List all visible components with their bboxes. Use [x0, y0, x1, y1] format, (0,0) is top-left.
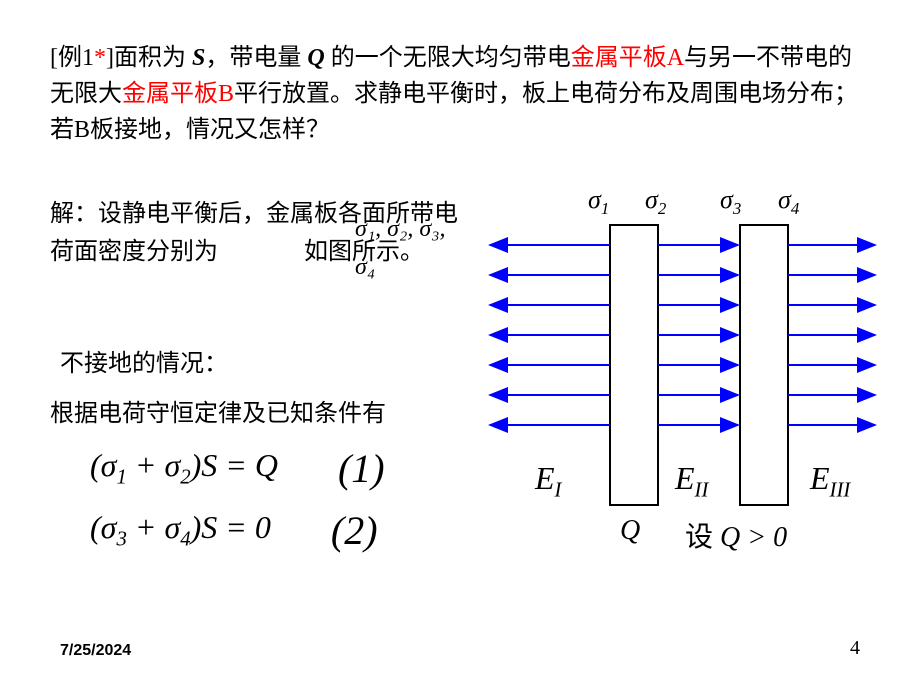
footer-date: 7/25/2024	[60, 642, 131, 660]
sigma-overlap: σ₁, σ₂, σ₃, σ₄	[355, 210, 470, 287]
problem-part1: ]面积为	[106, 45, 192, 71]
var-s: S	[192, 45, 205, 71]
plate-b	[740, 225, 788, 505]
eq1-number: (1)	[338, 445, 385, 492]
field-arrows	[490, 245, 875, 425]
e2-label: EII	[675, 460, 708, 502]
var-q: Q	[307, 45, 330, 71]
q-label: Q	[620, 515, 640, 547]
solution-intro: 解：设静电平衡后，金属板各面所带电荷面密度分别为 如图所示。 σ₁, σ₂, σ…	[50, 195, 470, 272]
law-label: 根据电荷守恒定律及已知条件有	[50, 395, 386, 433]
assume-label: 设 Q > 0	[685, 515, 787, 555]
equation-2: (σ3 + σ4)S = 0 (2)	[90, 507, 385, 554]
problem-part2: ，带电量	[205, 45, 307, 71]
footer-page: 4	[850, 637, 860, 660]
case-label: 不接地的情况：	[60, 345, 228, 383]
equations-block: (σ1 + σ2)S = Q (1) (σ3 + σ4)S = 0 (2)	[90, 445, 385, 569]
problem-prefix: [例1	[50, 45, 94, 71]
plate-a	[610, 225, 658, 505]
problem-statement: [例1*]面积为 S，带电量 Q 的一个无限大均匀带电金属平板A与另一不带电的无…	[50, 40, 870, 148]
red-plate-a: 金属平板A	[571, 45, 684, 71]
red-plate-b: 金属平板B	[122, 81, 234, 107]
plates-diagram: σ1 σ2 σ3 σ4 EI EII EIII Q 设 Q > 0	[480, 185, 880, 565]
e1-label: EI	[535, 460, 561, 502]
problem-star: *	[94, 45, 106, 71]
eq2-number: (2)	[331, 507, 378, 554]
problem-part3: 的一个无限大均匀带电	[331, 45, 571, 71]
equation-1: (σ1 + σ2)S = Q (1)	[90, 445, 385, 492]
e3-label: EIII	[810, 460, 850, 502]
